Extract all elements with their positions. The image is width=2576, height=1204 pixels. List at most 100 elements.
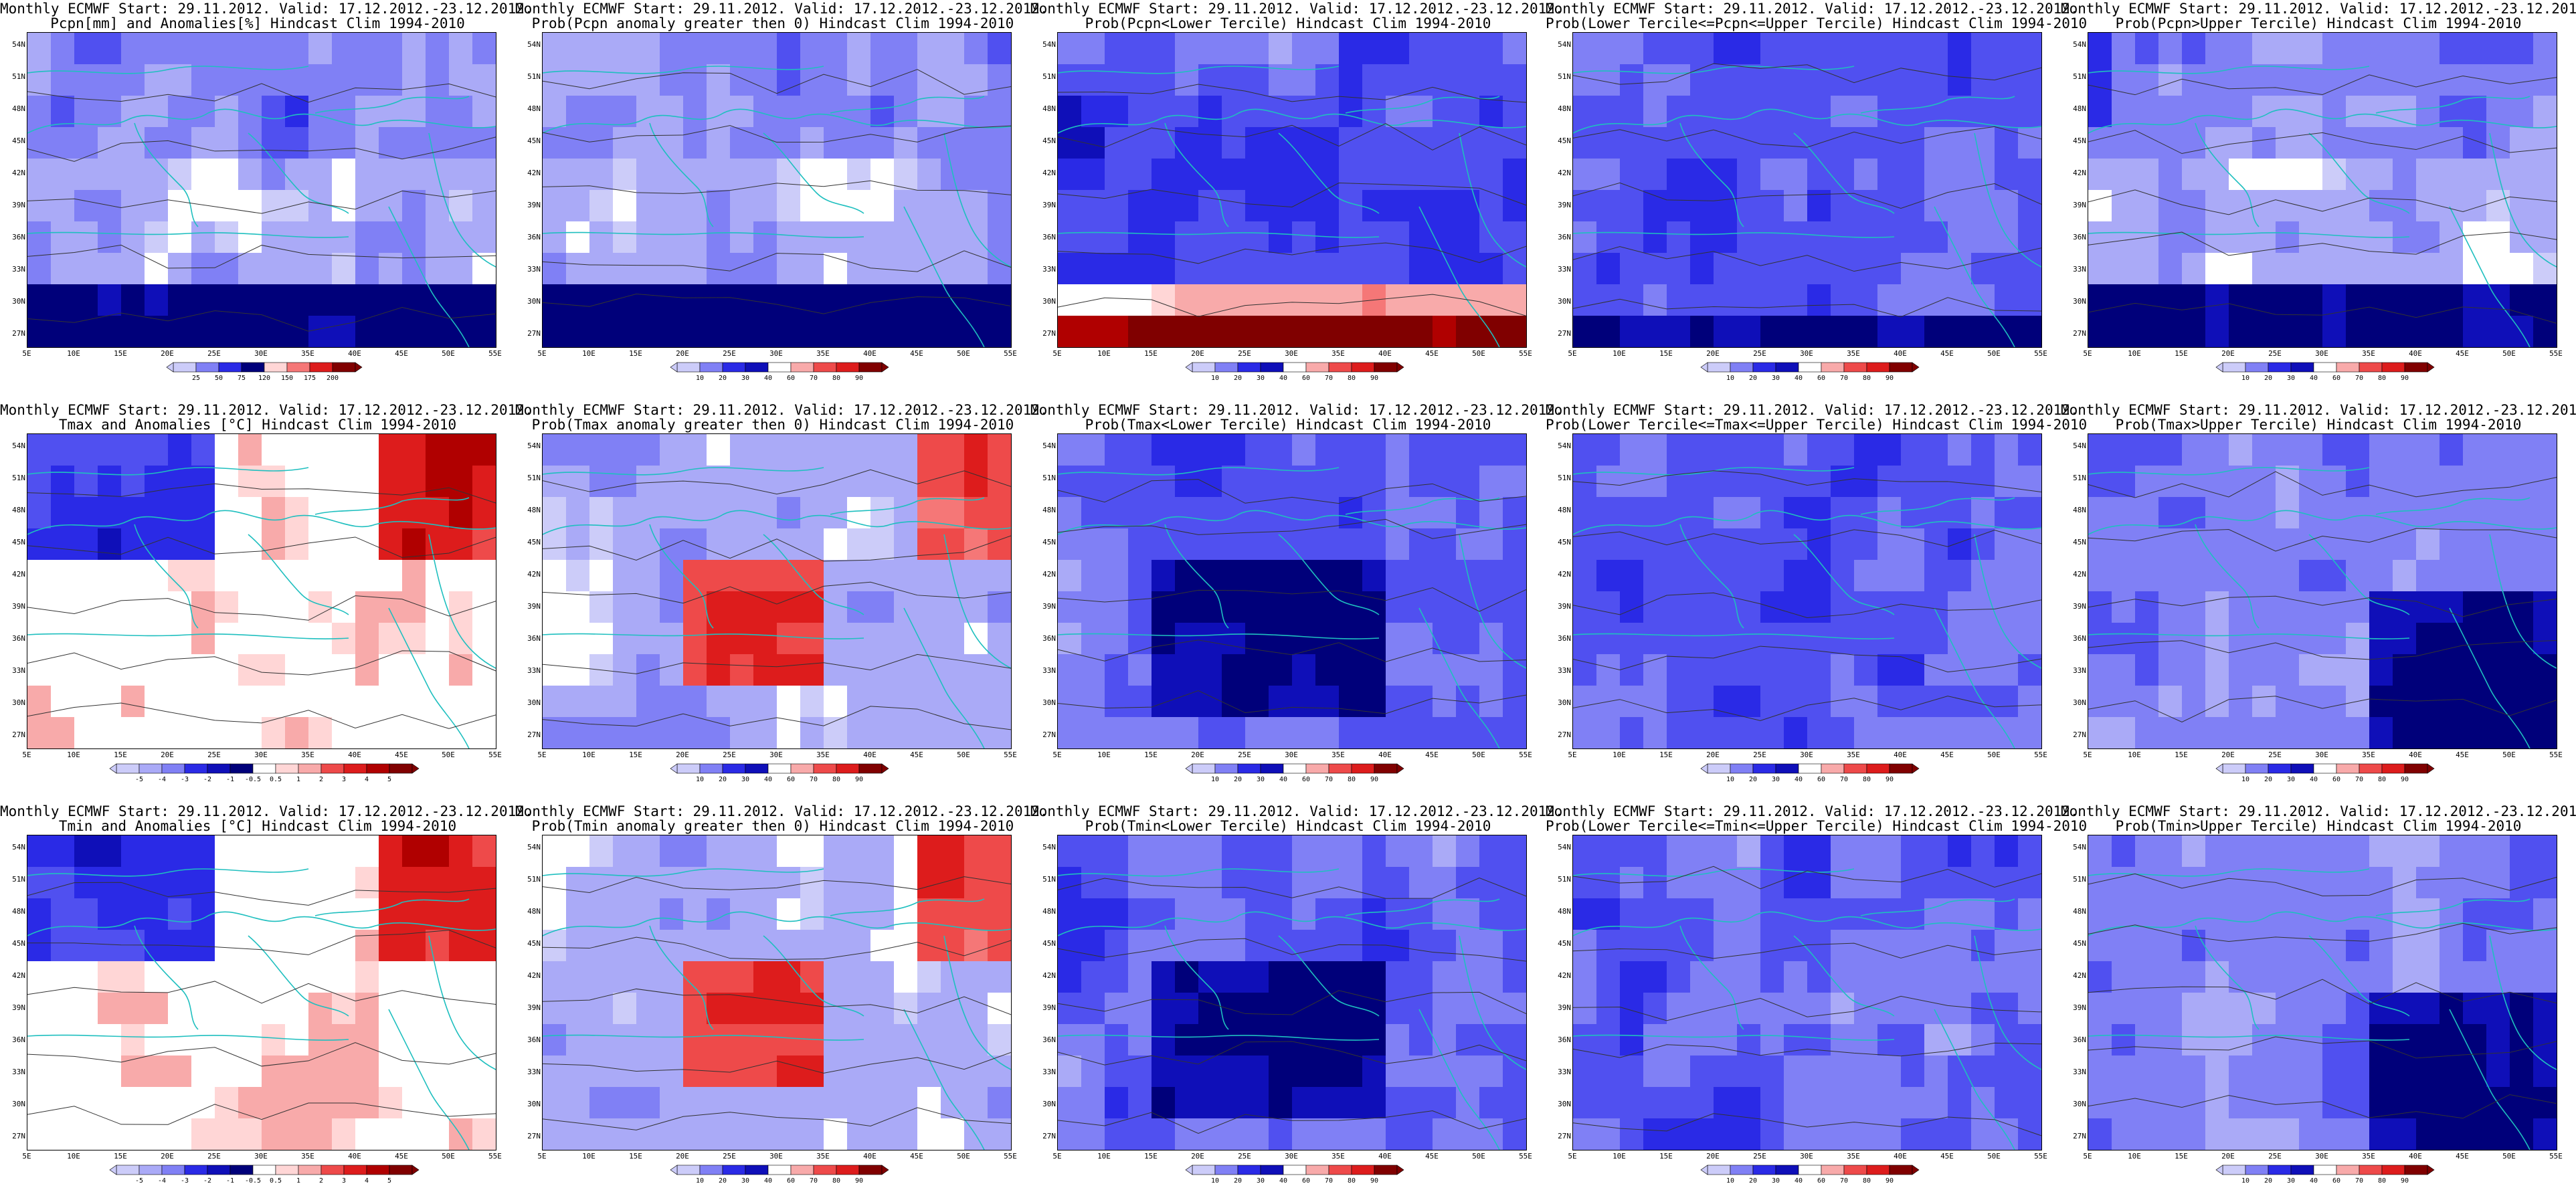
- lon-label: 15E: [2175, 349, 2188, 358]
- map-panel: Monthly ECMWF Start: 29.11.2012. Valid: …: [515, 401, 1048, 803]
- lat-label: 51N: [1558, 474, 1571, 482]
- lat-label: 54N: [2073, 843, 2086, 851]
- lon-label: 30E: [769, 349, 783, 358]
- colorbar-label: 90: [2400, 375, 2409, 382]
- colorbar-label: 80: [832, 375, 841, 382]
- lat-label: 27N: [527, 1132, 541, 1140]
- lat-label: 54N: [1042, 40, 1056, 49]
- colorbar-label: 70: [809, 776, 818, 783]
- colorbar-label: 150: [280, 375, 294, 382]
- lon-label: 20E: [1706, 750, 1720, 759]
- colorbar: [109, 763, 420, 774]
- lat-label: 33N: [2073, 1068, 2086, 1076]
- panel-title: Prob(Lower Tercile<=Tmax<=Upper Tercile)…: [1546, 417, 2088, 433]
- lon-label: 45E: [910, 1152, 923, 1161]
- lat-label: 33N: [1042, 265, 1056, 274]
- lat-label: 33N: [2073, 265, 2086, 274]
- lon-label: 45E: [1425, 349, 1439, 358]
- colorbar-label: -3: [180, 776, 189, 783]
- colorbar-label: 10: [2241, 776, 2250, 783]
- lon-label: 50E: [957, 1152, 970, 1161]
- lat-label: 36N: [1042, 1035, 1056, 1044]
- lat-label: 42N: [1558, 169, 1571, 177]
- lon-label: 25E: [207, 349, 221, 358]
- lat-label: 54N: [527, 441, 541, 450]
- lat-label: 33N: [1558, 265, 1571, 274]
- colorbar-label: 80: [2377, 1177, 2387, 1185]
- lat-label: 48N: [1558, 104, 1571, 113]
- colorbar-label: 3: [341, 776, 347, 783]
- colorbar-label: 30: [1256, 1177, 1265, 1185]
- lon-label: 10E: [1097, 1152, 1111, 1161]
- lon-label: 10E: [1613, 750, 1626, 759]
- map-panel: Monthly ECMWF Start: 29.11.2012. Valid: …: [0, 0, 533, 401]
- map-panel: Monthly ECMWF Start: 29.11.2012. Valid: …: [2061, 0, 2576, 401]
- lon-label: 35E: [1847, 349, 1860, 358]
- colorbar-label: 5: [387, 1177, 392, 1185]
- lat-label: 36N: [527, 233, 541, 241]
- lat-label: 27N: [1558, 1132, 1571, 1140]
- lon-label: 35E: [301, 349, 314, 358]
- lon-label: 20E: [676, 1152, 689, 1161]
- lon-label: 10E: [582, 1152, 595, 1161]
- map-field: [2088, 433, 2557, 749]
- lon-label: 50E: [442, 349, 455, 358]
- panel-title: Prob(Tmin<Lower Tercile) Hindcast Clim 1…: [1085, 818, 1491, 834]
- colorbar-label: 40: [1279, 776, 1288, 783]
- lat-label: 42N: [2073, 169, 2086, 177]
- lat-label: 39N: [2073, 1003, 2086, 1012]
- lon-label: 30E: [1800, 750, 1813, 759]
- lon-label: 10E: [582, 349, 595, 358]
- colorbar: [1700, 362, 1920, 373]
- colorbar-label: 80: [1862, 1177, 1871, 1185]
- colorbar-label: 40: [1279, 1177, 1288, 1185]
- lat-label: 45N: [2073, 136, 2086, 145]
- lat-label: 30N: [1558, 297, 1571, 306]
- lon-label: 50E: [1987, 750, 2001, 759]
- lon-label: 10E: [2128, 750, 2141, 759]
- colorbar-label: 60: [786, 776, 796, 783]
- lon-label: 20E: [1191, 1152, 1204, 1161]
- lat-label: 54N: [2073, 441, 2086, 450]
- lon-label: 10E: [2128, 1152, 2141, 1161]
- lon-label: 55E: [2549, 1152, 2563, 1161]
- lon-label: 40E: [1378, 1152, 1392, 1161]
- lat-label: 45N: [12, 939, 25, 948]
- colorbar-label: 40: [763, 375, 773, 382]
- lon-label: 40E: [1894, 1152, 1907, 1161]
- panel-header: Monthly ECMWF Start: 29.11.2012. Valid: …: [0, 402, 533, 418]
- colorbar-label: 90: [1885, 776, 1894, 783]
- colorbar: [1185, 1165, 1404, 1175]
- lat-label: 51N: [12, 875, 25, 884]
- lat-label: 30N: [12, 698, 25, 707]
- lat-label: 36N: [1042, 634, 1056, 643]
- colorbar-label: 70: [809, 375, 818, 382]
- colorbar-label: 90: [854, 375, 864, 382]
- lon-label: 25E: [207, 1152, 221, 1161]
- lat-label: 39N: [1558, 201, 1571, 209]
- lat-label: 51N: [12, 72, 25, 81]
- lat-label: 48N: [12, 104, 25, 113]
- colorbar-label: 30: [2286, 1177, 2296, 1185]
- colorbar: [2215, 1165, 2435, 1175]
- colorbar-label: 20: [1748, 375, 1758, 382]
- lat-label: 30N: [1042, 1100, 1056, 1108]
- lon-label: 45E: [1425, 1152, 1439, 1161]
- colorbar-label: 1: [296, 776, 301, 783]
- lon-label: 50E: [442, 750, 455, 759]
- colorbar-label: 40: [2309, 1177, 2318, 1185]
- lon-label: 35E: [1331, 1152, 1345, 1161]
- lon-label: 25E: [2268, 349, 2282, 358]
- lat-label: 36N: [527, 1035, 541, 1044]
- lat-label: 30N: [1042, 698, 1056, 707]
- colorbar-label: 70: [1839, 375, 1849, 382]
- lon-label: 35E: [1331, 750, 1345, 759]
- lon-label: 45E: [2456, 349, 2469, 358]
- lon-label: 20E: [1706, 1152, 1720, 1161]
- lat-label: 42N: [12, 971, 25, 980]
- colorbar-label: 80: [2377, 776, 2387, 783]
- lon-label: 10E: [67, 750, 80, 759]
- lon-label: 10E: [1097, 349, 1111, 358]
- lat-label: 27N: [527, 730, 541, 739]
- lat-label: 30N: [527, 297, 541, 306]
